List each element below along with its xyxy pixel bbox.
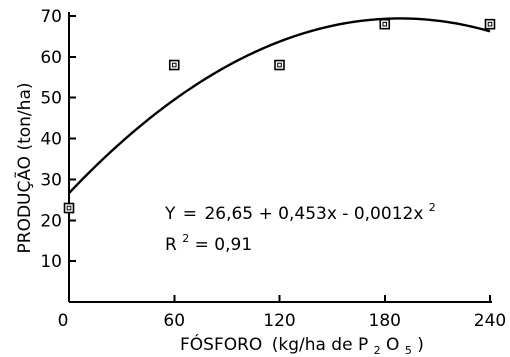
data-point xyxy=(274,59,285,71)
regression-equation-rhs: 26,65 + 0,453x - 0,0012x xyxy=(204,204,423,224)
r-squared-equals: = xyxy=(195,235,209,255)
y-axis-title: PRODUÇÃO (ton/ha) xyxy=(13,83,35,254)
regression-curve xyxy=(68,17,491,194)
x-tick-label: 60 xyxy=(163,311,185,331)
x-tick-label: 0 xyxy=(58,311,69,331)
data-points-layer xyxy=(63,18,496,214)
data-point-inner xyxy=(382,21,388,27)
r-squared-value: 0,91 xyxy=(214,235,252,255)
axis-ticks xyxy=(68,15,491,303)
data-point xyxy=(484,18,496,30)
y-tick-label: 70 xyxy=(40,7,62,27)
x-tick-label: 180 xyxy=(369,311,401,331)
y-tick-label: 20 xyxy=(40,211,62,231)
y-tick-label: 50 xyxy=(40,89,62,109)
data-point-inner xyxy=(171,62,177,68)
regression-equation-equals: = xyxy=(183,204,197,224)
data-point-inner xyxy=(277,62,282,68)
y-tick-label: 30 xyxy=(40,170,62,190)
y-tick-label: 40 xyxy=(40,130,62,150)
r-squared-exponent: 2 xyxy=(182,232,189,245)
x-tick-label: 240 xyxy=(474,311,506,331)
y-tick-label: 60 xyxy=(40,48,62,68)
data-point xyxy=(63,202,75,214)
y-tick-label: 10 xyxy=(40,252,62,272)
data-point xyxy=(379,18,391,30)
x-axis-title-unit-open: (kg/ha de P xyxy=(272,335,369,355)
regression-equation: Y = 26,65 + 0,453x - 0,0012x 2 xyxy=(164,201,436,224)
x-tick-label: 120 xyxy=(263,311,295,331)
r-squared-label: R 2 = 0,91 xyxy=(165,227,252,255)
data-point xyxy=(168,59,180,71)
regression-equation-lhs: Y xyxy=(164,204,176,224)
x-axis-title-unit-close: ) xyxy=(417,335,424,355)
x-axis-title: FÓSFORO (kg/ha de P 2 O 5 ) xyxy=(180,333,424,357)
x-axis-title-sub-2: 5 xyxy=(405,344,412,357)
x-axis-title-sub-1: 2 xyxy=(374,344,381,357)
fit-curve-layer xyxy=(68,17,491,194)
x-axis-title-o: O xyxy=(386,335,399,355)
regression-equation-exponent: 2 xyxy=(429,201,436,214)
r-squared-symbol: R xyxy=(165,235,177,255)
data-point-inner xyxy=(487,21,493,27)
data-point-inner xyxy=(66,205,72,211)
x-axis-title-main: FÓSFORO xyxy=(180,333,262,355)
tick-labels: 10 20 30 40 50 60 70 0 60 120 180 240 xyxy=(40,7,506,331)
